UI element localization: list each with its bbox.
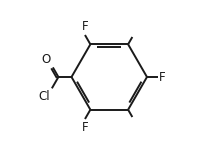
Text: F: F [82, 20, 88, 33]
Text: F: F [82, 121, 88, 134]
Text: O: O [41, 53, 51, 66]
Text: Cl: Cl [39, 90, 50, 103]
Text: F: F [159, 71, 166, 83]
